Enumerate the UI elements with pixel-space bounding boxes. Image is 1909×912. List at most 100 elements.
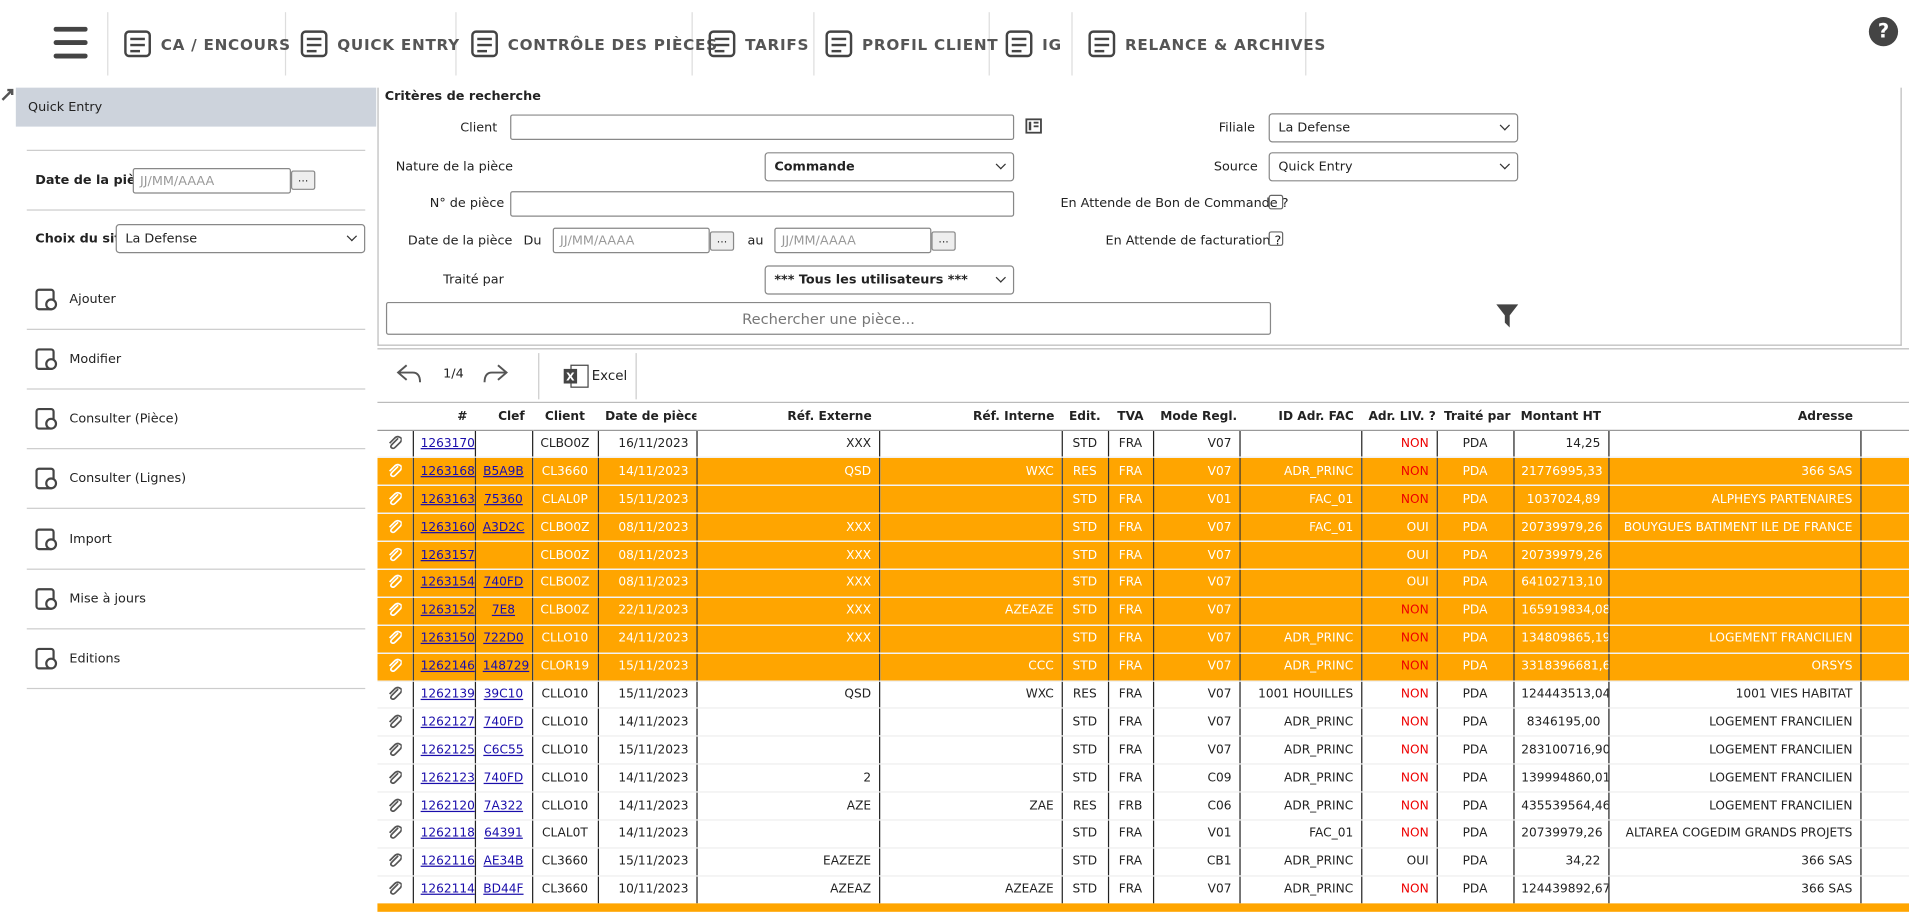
row-link[interactable]: 1263154 [421,576,475,589]
table-row[interactable]: 1263150722D0CLLO1024/11/2023XXXSTDFRAV07… [377,625,1909,653]
menu-item[interactable]: Consulter (Lignes) [34,463,186,495]
table-row[interactable]: 1262127740FDCLLO1014/11/2023STDFRAV07ADR… [377,708,1909,736]
date-input[interactable]: JJ/MM/AAAA [133,168,291,194]
row-link[interactable]: 1263163 [421,493,475,506]
site-select[interactable]: La Defense [116,224,366,253]
attachment-icon [387,630,402,645]
table-cell: XXX [696,569,879,597]
row-link[interactable]: 1263160 [421,521,475,534]
nav-label: QUICK ENTRY [337,35,460,53]
table-row[interactable]: 126213939C10CLLO1015/11/2023QSDWXCRESFRA… [377,681,1909,709]
filter-button[interactable] [1495,303,1519,329]
row-link[interactable]: 75360 [484,493,523,506]
row-link[interactable]: 7A322 [484,799,523,812]
row-link[interactable]: 1262125 [421,744,475,757]
excel-icon[interactable]: X [562,364,589,388]
nav-item[interactable]: PROFIL CLIENT [823,0,998,88]
row-link[interactable]: 740FD [484,771,524,784]
menu-button[interactable] [54,27,88,59]
row-link[interactable]: AE34B [483,855,523,868]
client-input[interactable] [510,114,1014,140]
table-cell: 14/11/2023 [598,764,697,792]
nav-item[interactable]: TARIFS [706,0,809,88]
table-cell: CLLO10 [532,792,598,820]
nav-item[interactable]: QUICK ENTRY [298,0,460,88]
table-row[interactable]: 1262116AE34BCL366015/11/2023EAZEZESTDFRA… [377,848,1909,876]
row-link[interactable]: B5A9B [483,465,524,478]
table-row[interactable]: 12631527E8CLBO0Z22/11/2023XXXAZEAZESTDFR… [377,597,1909,625]
row-link[interactable]: 1262123 [421,771,475,784]
table-row[interactable]: 1262146148729CLOR1915/11/2023CCCSTDFRAV0… [377,653,1909,681]
divider [27,209,365,210]
table-cell: 15/11/2023 [598,653,697,681]
table-row[interactable]: 1263157CLBO0Z08/11/2023XXXSTDFRAV07OUIPD… [377,541,1909,569]
table-row[interactable]: 1262125C6C55CLLO1015/11/2023STDFRAV07ADR… [377,736,1909,764]
excel-button[interactable]: Excel [592,368,627,384]
row-link[interactable]: 64391 [484,827,523,840]
table-row[interactable]: 1263154740FDCLBO0Z08/11/2023XXXSTDFRAV07… [377,569,1909,597]
row-link[interactable]: 1262146 [421,660,475,673]
row-link[interactable]: BD44F [483,883,523,896]
table-row[interactable]: 12621207A322CLLO1014/11/2023AZEZAERESFRB… [377,792,1909,820]
nature-select[interactable]: Commande [765,152,1015,181]
row-link[interactable]: A3D2C [483,521,525,534]
menu-item[interactable]: Mise à jours [34,583,146,615]
table-row[interactable]: 126316375360CLAL0P15/11/2023STDFRAV01FAC… [377,486,1909,514]
row-link[interactable]: 1263152 [421,604,475,617]
client-lookup[interactable] [1025,118,1042,134]
row-link[interactable]: 39C10 [484,688,523,701]
row-link[interactable]: 1263157 [421,548,475,561]
row-link[interactable]: 1263150 [421,632,475,645]
menu-item[interactable]: Consulter (Pièce) [34,403,178,435]
row-link[interactable]: 1262139 [421,688,475,701]
filiale-select[interactable]: La Defense [1269,113,1519,142]
to-input[interactable]: JJ/MM/AAAA [774,228,931,254]
row-link[interactable]: 1262127 [421,716,475,729]
collapse-icon[interactable] [0,88,15,103]
prev-page[interactable] [396,363,423,385]
row-link[interactable]: 740FD [484,716,524,729]
from-input[interactable]: JJ/MM/AAAA [553,228,710,254]
row-link[interactable]: 1262114 [421,883,475,896]
attachment-icon [387,546,402,561]
table-row[interactable]: 126211864391CLAL0T14/11/2023STDFRAV01FAC… [377,820,1909,848]
to-picker[interactable]: ... [931,231,955,250]
row-link[interactable]: C6C55 [483,744,523,757]
row-link[interactable]: 1262118 [421,827,475,840]
table-row[interactable]: 1263170CLBO0Z16/11/2023XXXSTDFRAV07NONPD… [377,430,1909,458]
nav-item[interactable]: IG [1003,0,1062,88]
row-link[interactable]: 1262120 [421,799,475,812]
source-select[interactable]: Quick Entry [1269,152,1519,181]
numero-input[interactable] [510,191,1014,217]
menu-item[interactable]: Ajouter [34,284,116,316]
menu-item[interactable]: Import [34,524,112,556]
attente-fact-checkbox[interactable] [1269,231,1284,246]
table-cell: FRA [1108,430,1153,458]
table-cell: 20739979,26 [1513,820,1608,848]
from-picker[interactable]: ... [710,231,734,250]
nav-item[interactable]: CA / ENCOURS [122,0,291,88]
help-button[interactable]: ? [1868,16,1900,48]
row-link[interactable]: 722D0 [483,632,523,645]
table-row[interactable]: 1262114BD44FCL366010/11/2023AZEAZAZEAZES… [377,876,1909,904]
row-link[interactable]: 7E8 [492,604,515,617]
table-row[interactable]: 1263168B5A9BCL366014/11/2023QSDWXCRESFRA… [377,458,1909,486]
date-picker-button[interactable]: ... [291,170,315,189]
menu-item[interactable]: Editions [34,643,120,675]
menu-item[interactable]: Modifier [34,343,121,375]
table-row[interactable]: 1262123740FDCLLO1014/11/20232STDFRAC09AD… [377,764,1909,792]
nav-item[interactable]: RELANCE & ARCHIVES [1086,0,1326,88]
row-link[interactable]: 1262116 [421,855,475,868]
attachment-icon [387,769,402,784]
attente-bc-checkbox[interactable] [1269,195,1284,210]
table-cell: ADR_PRINC [1239,458,1361,486]
row-link[interactable]: 148729 [483,660,529,673]
row-link[interactable]: 740FD [484,576,524,589]
next-page[interactable] [482,363,509,385]
search-input[interactable]: Rechercher une pièce... [386,302,1271,335]
traite-select[interactable]: *** Tous les utilisateurs *** [765,265,1015,294]
table-row[interactable]: 1263160A3D2CCLBO0Z08/11/2023XXXSTDFRAV07… [377,513,1909,541]
nav-item[interactable]: CONTRÔLE DES PIÈCES [469,0,718,88]
row-link[interactable]: 1263168 [421,465,475,478]
row-link[interactable]: 1263170 [421,437,475,450]
